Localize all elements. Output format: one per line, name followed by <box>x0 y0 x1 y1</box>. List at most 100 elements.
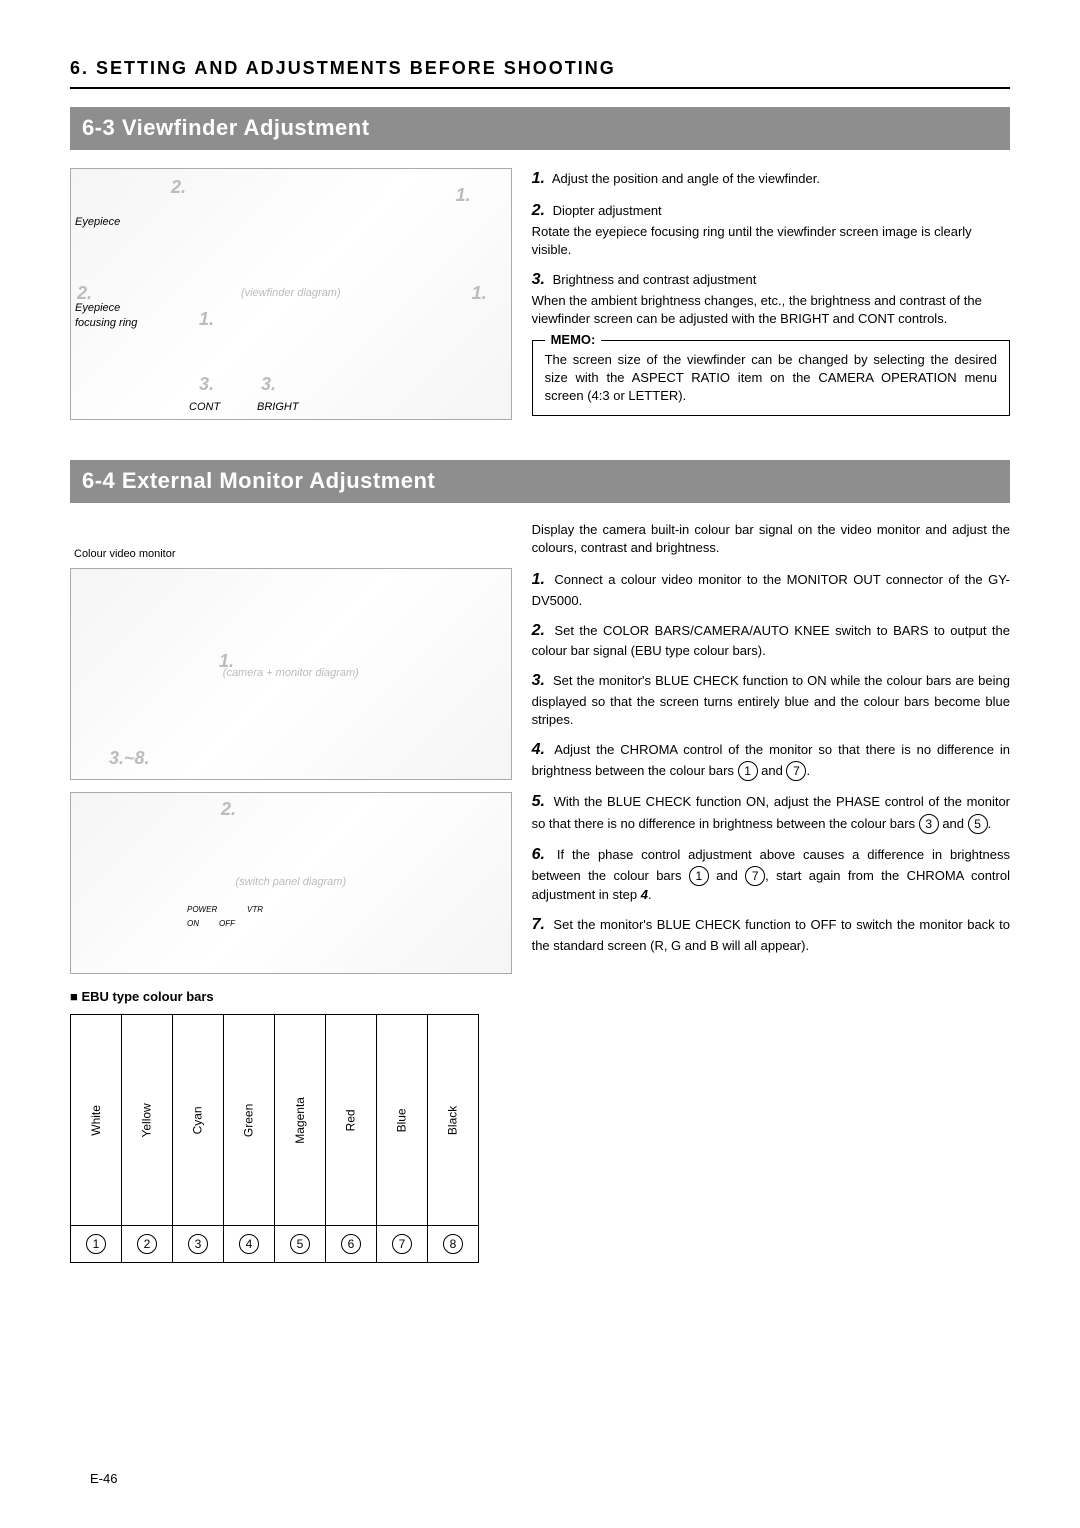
circled-num: 4 <box>239 1234 259 1254</box>
label-power: POWER <box>187 904 217 915</box>
step-text: Adjust the position and angle of the vie… <box>552 171 820 186</box>
label-off: OFF <box>219 918 235 929</box>
step-detail: When the ambient brightness changes, etc… <box>532 293 982 326</box>
circled-num: 5 <box>290 1234 310 1254</box>
label-bright: BRIGHT <box>257 400 299 415</box>
circled-num: 3 <box>188 1234 208 1254</box>
step-num: 3. <box>532 672 545 689</box>
step-text: Connect a colour video monitor to the MO… <box>532 572 1010 607</box>
camera-top-diagram: (switch panel diagram) 2. POWER VTR ON O… <box>70 792 512 974</box>
step-text: . <box>648 887 652 902</box>
bar-label: Blue <box>394 1108 411 1132</box>
bar-num-cell: 1 <box>71 1226 122 1263</box>
step-6-4-7: 7. Set the monitor's BLUE CHECK function… <box>532 914 1010 955</box>
bar-num-cell: 5 <box>275 1226 326 1263</box>
circled-ref: 7 <box>786 761 806 781</box>
callout-1b: 1. <box>472 281 487 306</box>
callout-3a: 3. <box>199 372 214 397</box>
bar-cell: Yellow <box>122 1015 173 1226</box>
step-6-4-1: 1. Connect a colour video monitor to the… <box>532 569 1010 610</box>
bar-num-cell: 6 <box>326 1226 377 1263</box>
step-6-4-6: 6. If the phase control adjustment above… <box>532 844 1010 905</box>
step-num: 1. <box>532 170 545 187</box>
step-num: 7. <box>532 916 545 933</box>
circled-ref: 1 <box>738 761 758 781</box>
memo-title: MEMO: <box>545 331 602 349</box>
step-text: Brightness and contrast adjustment <box>553 272 757 287</box>
step-num: 2. <box>532 622 545 639</box>
circled-num: 8 <box>443 1234 463 1254</box>
step-text: Set the COLOR BARS/CAMERA/AUTO KNEE swit… <box>532 623 1010 658</box>
callout-1: 1. <box>219 649 234 674</box>
bar-label: Black <box>445 1106 462 1135</box>
step-text: . <box>988 816 992 831</box>
step-text: Diopter adjustment <box>553 203 662 218</box>
section-6-4-title: 6-4 External Monitor Adjustment <box>70 460 1010 503</box>
bar-num-cell: 3 <box>173 1226 224 1263</box>
circled-ref: 3 <box>919 814 939 834</box>
page-number: E-46 <box>90 1470 117 1488</box>
label-monitor: Colour video monitor <box>74 547 512 562</box>
step-text: Set the monitor's BLUE CHECK function to… <box>532 673 1010 727</box>
step-detail: Rotate the eyepiece focusing ring until … <box>532 224 972 257</box>
step-text: Set the monitor's BLUE CHECK function to… <box>532 917 1010 952</box>
step-text: and <box>758 763 787 778</box>
viewfinder-diagram: (viewfinder diagram) 2. 1. Eyepiece 2. 1… <box>70 168 512 420</box>
bar-cell: Black <box>428 1015 479 1226</box>
section-6-3-title: 6-3 Viewfinder Adjustment <box>70 107 1010 150</box>
step-6-3-1: 1. Adjust the position and angle of the … <box>532 168 1010 190</box>
step-num: 1. <box>532 571 545 588</box>
circled-num: 7 <box>392 1234 412 1254</box>
circled-num: 6 <box>341 1234 361 1254</box>
callout-3b: 3. <box>261 372 276 397</box>
step-ref: 4 <box>641 887 648 902</box>
step-num: 6. <box>532 846 545 863</box>
label-eyepiece: Eyepiece <box>75 215 120 230</box>
bar-cell: Blue <box>377 1015 428 1226</box>
table-row: White Yellow Cyan Green Magenta Red Blue… <box>71 1015 479 1226</box>
label-vtr: VTR <box>247 904 263 915</box>
bar-num-cell: 4 <box>224 1226 275 1263</box>
step-num: 3. <box>532 271 545 288</box>
step-num: 4. <box>532 741 545 758</box>
label-on: ON <box>187 918 199 929</box>
callout-3-8: 3.~8. <box>109 746 150 771</box>
callout-1a: 1. <box>456 183 471 208</box>
step-6-4-4: 4. Adjust the CHROMA control of the moni… <box>532 739 1010 781</box>
bar-label: Cyan <box>190 1106 207 1134</box>
memo-text: The screen size of the viewfinder can be… <box>545 351 997 406</box>
ebu-colour-bars-table: White Yellow Cyan Green Magenta Red Blue… <box>70 1014 479 1263</box>
bar-label: White <box>88 1105 105 1136</box>
bar-label: Red <box>343 1109 360 1131</box>
bar-label: Yellow <box>139 1103 156 1137</box>
bar-cell: Red <box>326 1015 377 1226</box>
step-6-4-3: 3. Set the monitor's BLUE CHECK function… <box>532 670 1010 729</box>
step-text: . <box>806 763 810 778</box>
label-focusring: Eyepiece focusing ring <box>75 301 145 332</box>
bar-num-cell: 8 <box>428 1226 479 1263</box>
bar-cell: Green <box>224 1015 275 1226</box>
label-cont: CONT <box>189 400 220 415</box>
circled-num: 2 <box>137 1234 157 1254</box>
step-text: and <box>939 816 968 831</box>
section-6-4-intro: Display the camera built-in colour bar s… <box>532 521 1010 557</box>
bar-cell: White <box>71 1015 122 1226</box>
step-6-3-2: 2. Diopter adjustment Rotate the eyepiec… <box>532 200 1010 259</box>
step-6-3-3: 3. Brightness and contrast adjustment Wh… <box>532 269 1010 328</box>
memo-box: MEMO: The screen size of the viewfinder … <box>532 340 1010 417</box>
callout-1c: 1. <box>199 307 214 332</box>
step-6-4-2: 2. Set the COLOR BARS/CAMERA/AUTO KNEE s… <box>532 620 1010 661</box>
bar-label: Green <box>241 1104 258 1137</box>
callout-2: 2. <box>221 797 236 822</box>
ebu-title: ■ EBU type colour bars <box>70 988 512 1006</box>
circled-ref: 5 <box>968 814 988 834</box>
circled-num: 1 <box>86 1234 106 1254</box>
bar-num-cell: 7 <box>377 1226 428 1263</box>
bar-cell: Magenta <box>275 1015 326 1226</box>
step-6-4-5: 5. With the BLUE CHECK function ON, adju… <box>532 791 1010 833</box>
bar-cell: Cyan <box>173 1015 224 1226</box>
bar-num-cell: 2 <box>122 1226 173 1263</box>
callout-2a: 2. <box>171 175 186 200</box>
bar-label: Magenta <box>292 1097 309 1144</box>
circled-ref: 1 <box>689 866 709 886</box>
